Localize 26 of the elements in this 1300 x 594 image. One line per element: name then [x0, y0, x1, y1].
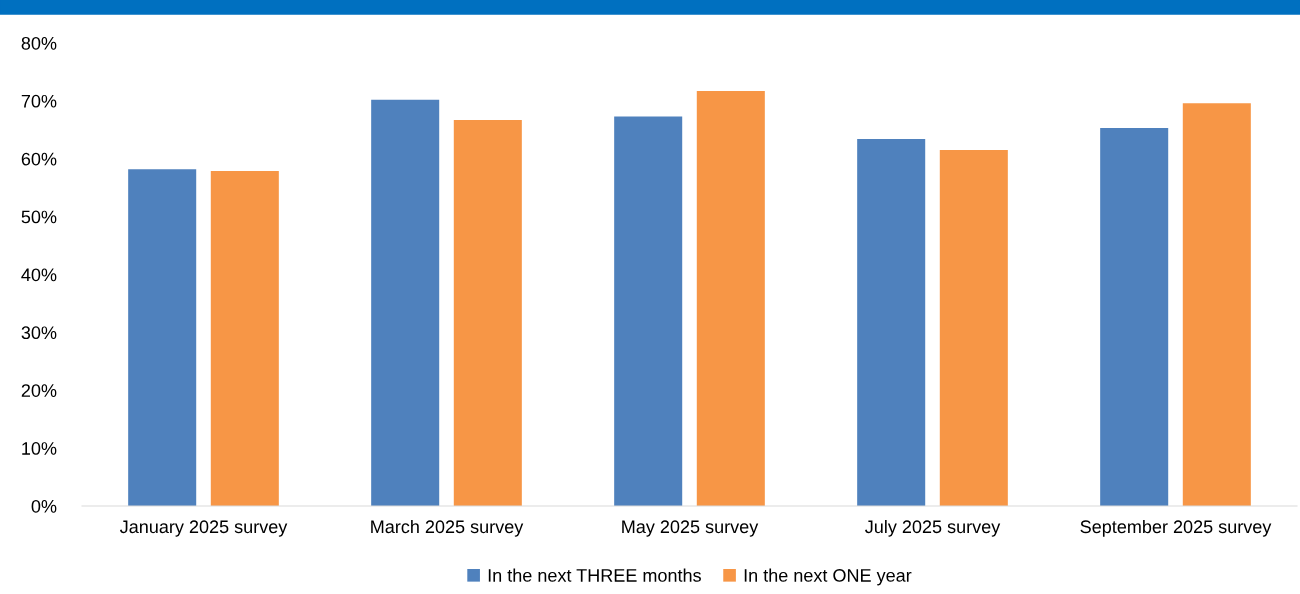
- y-tick-label: 30%: [21, 326, 57, 340]
- y-tick-label: 0%: [31, 499, 57, 513]
- y-tick-label: 20%: [21, 384, 57, 397]
- x-tick-label: July 2025 survey: [865, 519, 1001, 537]
- bar: [453, 119, 522, 506]
- y-tick-label: 40%: [21, 268, 57, 282]
- y-tick-label: 70%: [21, 94, 57, 108]
- x-tick-label: January 2025 survey: [119, 520, 288, 537]
- bar: [1182, 103, 1251, 506]
- y-tick-label: 10%: [22, 442, 57, 455]
- bar: [128, 169, 197, 506]
- bar: [857, 139, 926, 506]
- bar: [210, 170, 279, 506]
- y-tick-label: 60%: [21, 152, 57, 166]
- legend-label: In the next THREE months: [488, 568, 701, 582]
- x-tick-label: May 2025 survey: [622, 520, 759, 537]
- bar: [696, 91, 765, 506]
- bar: [371, 99, 440, 506]
- bar: [614, 116, 683, 506]
- x-tick-label: September 2025 survey: [1080, 519, 1272, 537]
- y-tick-label: 80%: [21, 36, 57, 50]
- bar: [1100, 128, 1169, 506]
- y-tick-label: 50%: [21, 210, 57, 224]
- x-tick-label: March 2025 survey: [371, 519, 524, 537]
- bar: [939, 150, 1008, 506]
- legend-label: In the next ONE year: [744, 568, 912, 586]
